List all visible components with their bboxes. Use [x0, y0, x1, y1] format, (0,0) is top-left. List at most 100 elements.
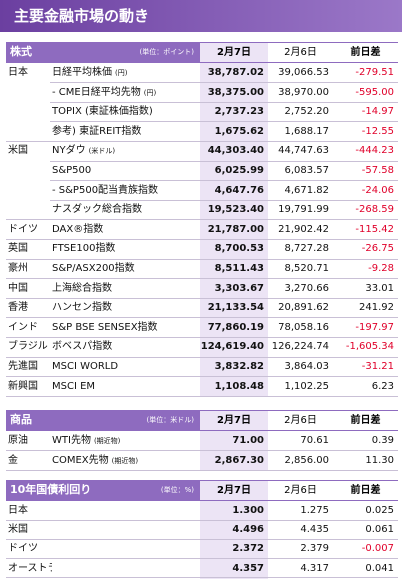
region: 米国: [8, 145, 28, 157]
value: 1,688.17: [284, 125, 329, 137]
diff: -197.97: [355, 321, 394, 333]
value: 1.275: [300, 505, 329, 516]
row-line: [50, 82, 398, 84]
name: COMEX先物 (期近物): [52, 454, 139, 466]
name: MSCI EM: [52, 380, 96, 392]
row-line: [6, 519, 398, 521]
name: S&P/ASX200指数: [52, 263, 135, 274]
row-line: [6, 317, 398, 319]
value: 71.00: [232, 435, 264, 446]
row-line: [50, 160, 398, 162]
row-line: [6, 450, 398, 451]
section-header: 株式 (単位：ポイント): [6, 42, 200, 63]
row-line: [6, 558, 398, 560]
region: オーストラリア: [8, 562, 52, 574]
name: ハンセン指数: [52, 302, 112, 314]
value: 38,375.00: [207, 86, 264, 98]
value: 21,787.00: [207, 223, 264, 235]
value: 1.300: [232, 505, 264, 516]
name: S&P BSE SENSEX指数: [52, 321, 158, 333]
unit: (単位：ポイント): [139, 48, 194, 56]
row-line: [6, 297, 398, 299]
diff: -115.42: [355, 223, 394, 235]
col-header: 2月6日: [268, 42, 333, 63]
col-header: 前日差: [333, 480, 398, 501]
section-label: 株式: [10, 45, 32, 58]
value: 6,083.57: [284, 165, 329, 176]
name: S&P500: [52, 165, 92, 176]
diff: 0.061: [365, 524, 394, 536]
name: - S&P500配当貴族指数: [52, 184, 159, 196]
value: 4.357: [232, 562, 264, 574]
diff: -1,605.34: [345, 341, 394, 353]
note: (米ドル): [88, 147, 116, 156]
row-line: [50, 180, 398, 182]
region: インド: [8, 321, 38, 333]
name: 日経平均株価 (円): [52, 67, 128, 78]
value: 44,747.63: [278, 145, 329, 157]
row-line: [6, 140, 398, 142]
row-line: [6, 258, 398, 260]
value: 4.496: [232, 524, 264, 536]
row-line: [6, 356, 398, 358]
value: 124,619.40: [200, 341, 264, 353]
row-line: [6, 577, 398, 579]
row-line: [6, 278, 398, 280]
note: (期近物): [93, 437, 121, 445]
diff: -279.51: [355, 67, 394, 78]
name: DAX®指数: [52, 223, 104, 235]
diff: -595.00: [355, 86, 394, 98]
value: 2.379: [300, 543, 329, 555]
region: 原油: [8, 435, 28, 446]
row-line: [50, 199, 398, 201]
name: - CME日経平均先物 (円): [52, 86, 157, 98]
diff: -268.59: [355, 204, 394, 216]
row-line: [50, 101, 398, 103]
name: ボベスパ指数: [52, 341, 113, 353]
value: 19,791.99: [278, 204, 329, 216]
diff: 0.025: [365, 505, 394, 516]
value: 2,856.00: [284, 454, 329, 466]
row-line: [6, 376, 398, 378]
unit: (単位：%): [160, 486, 194, 494]
name: 上海総合指数: [52, 282, 112, 294]
value: 3,270.66: [284, 282, 329, 294]
value: 20,891.62: [278, 302, 329, 314]
value: 3,864.03: [284, 361, 329, 372]
diff: -14.97: [361, 106, 394, 118]
diff: -9.28: [368, 263, 394, 274]
region: ブラジル: [8, 341, 48, 353]
value: 8,727.28: [284, 243, 329, 255]
diff: -57.58: [361, 165, 394, 176]
section-header: 商品 (単位：米ドル): [6, 410, 200, 431]
value: 6,025.99: [214, 165, 264, 176]
value: 4,671.82: [284, 184, 329, 196]
diff: 33.01: [365, 282, 394, 294]
value: 1,102.25: [284, 380, 329, 392]
diff: 0.041: [365, 562, 394, 574]
row-line: [6, 336, 398, 338]
region: 金: [8, 454, 18, 466]
note: (円): [143, 88, 157, 97]
region: 中国: [8, 282, 28, 294]
region: 香港: [8, 302, 28, 314]
value: 70.61: [300, 435, 329, 446]
col-header: 前日差: [333, 410, 398, 431]
name: ナスダック総合指数: [52, 204, 142, 216]
region: ドイツ: [8, 543, 38, 555]
value: 3,303.67: [214, 282, 264, 294]
col-header: 2月7日: [200, 480, 268, 501]
diff: -0.007: [361, 543, 394, 555]
col-header: 2月6日: [268, 480, 333, 501]
value: 21,133.54: [207, 302, 264, 314]
value: 1,108.48: [214, 380, 264, 392]
diff: -12.55: [361, 125, 394, 137]
diff: 6.23: [371, 380, 394, 392]
name: 参考) 東証REIT指数: [52, 125, 142, 137]
diff: -444.23: [355, 145, 394, 157]
value: 126,224.74: [271, 341, 329, 353]
section-label: 10年国債利回り: [10, 483, 92, 496]
value: 38,787.02: [207, 67, 264, 78]
name: FTSE100指数: [52, 243, 116, 255]
